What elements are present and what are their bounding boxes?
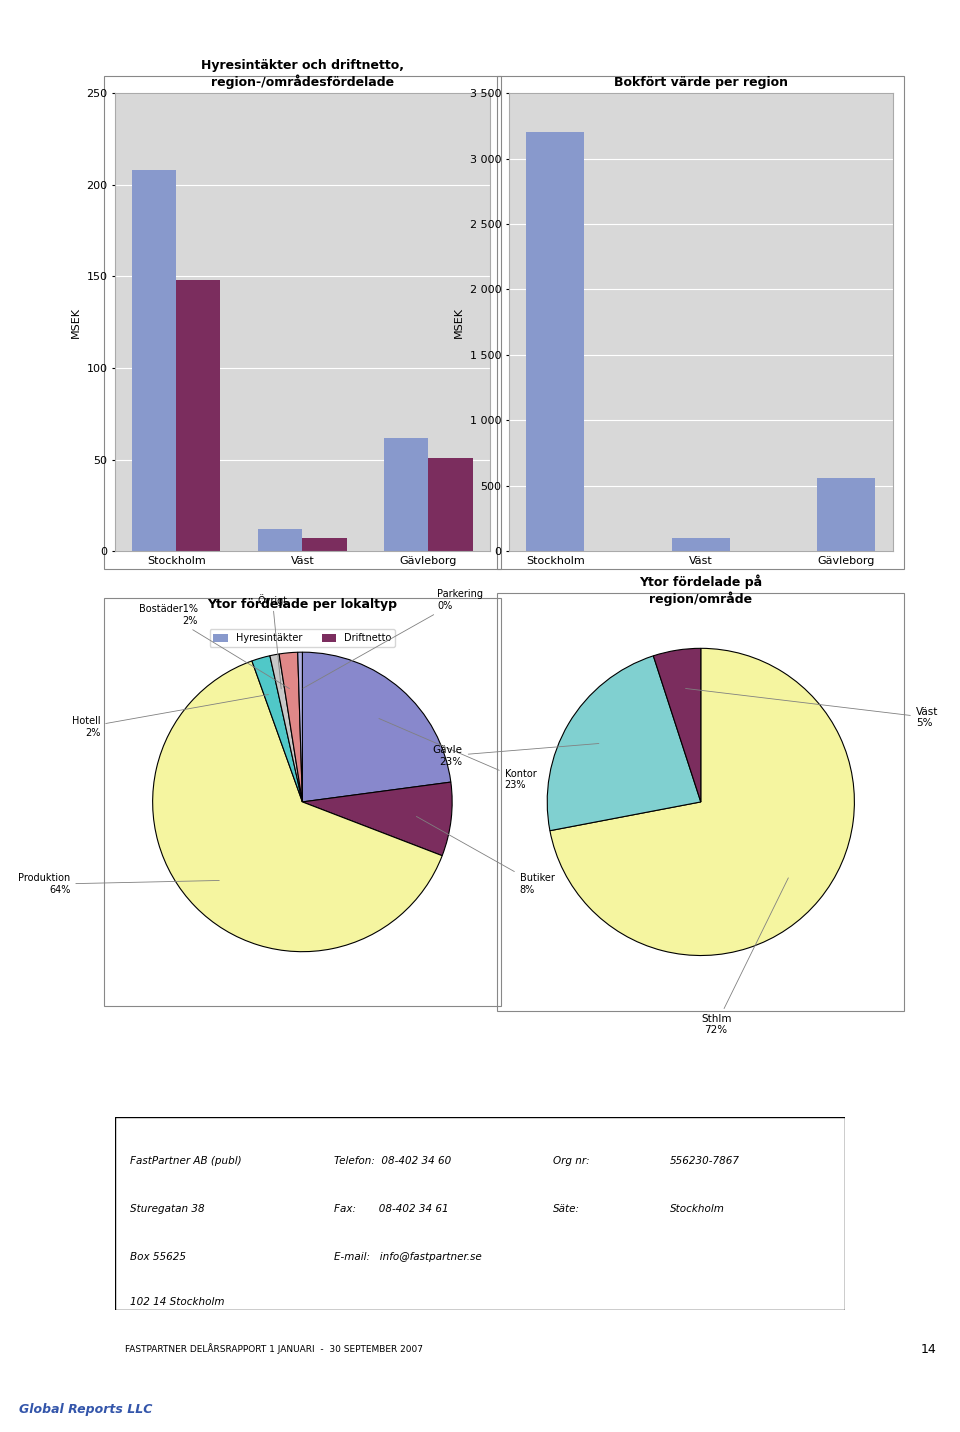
Text: Box 55625: Box 55625 <box>130 1252 186 1262</box>
Text: Parkering
0%: Parkering 0% <box>303 589 483 689</box>
Text: Gävle
23%: Gävle 23% <box>433 743 599 766</box>
Legend: Hyresintäkter, Driftnetto: Hyresintäkter, Driftnetto <box>209 630 396 647</box>
Bar <box>384 438 428 551</box>
Text: Bostäder1%
2%: Bostäder1% 2% <box>138 604 290 689</box>
Y-axis label: MSEK: MSEK <box>71 306 81 338</box>
Wedge shape <box>302 782 452 856</box>
Bar <box>302 538 347 551</box>
Text: FastPartner AB (publ): FastPartner AB (publ) <box>130 1156 241 1166</box>
Title: Bokfört värde per region: Bokfört värde per region <box>613 76 788 89</box>
Bar <box>428 458 472 551</box>
Text: Butiker
8%: Butiker 8% <box>417 816 555 895</box>
Y-axis label: MSEK: MSEK <box>454 306 464 338</box>
Title: Hyresintäkter och driftnetto,
region-/områdesfördelade: Hyresintäkter och driftnetto, region-/om… <box>201 59 404 89</box>
Bar <box>526 132 585 551</box>
Text: Säte:: Säte: <box>553 1204 580 1214</box>
Bar <box>817 478 876 551</box>
Text: Sturegatan 38: Sturegatan 38 <box>130 1204 204 1214</box>
Wedge shape <box>270 654 302 802</box>
Text: Hotell
2%: Hotell 2% <box>72 695 269 737</box>
Text: E-mail:   info@fastpartner.se: E-mail: info@fastpartner.se <box>334 1252 482 1262</box>
Text: Global Reports LLC: Global Reports LLC <box>19 1403 153 1416</box>
Wedge shape <box>153 662 443 952</box>
Text: FASTPARTNER DELÅRSRAPPORT 1 JANUARI  -  30 SEPTEMBER 2007: FASTPARTNER DELÅRSRAPPORT 1 JANUARI - 30… <box>125 1343 422 1355</box>
Bar <box>132 170 177 551</box>
Title: Ytor fördelade per lokaltyp: Ytor fördelade per lokaltyp <box>207 597 397 611</box>
Wedge shape <box>298 652 302 802</box>
Text: Telefon:  08-402 34 60: Telefon: 08-402 34 60 <box>334 1156 451 1166</box>
Text: Fax:       08-402 34 61: Fax: 08-402 34 61 <box>334 1204 448 1214</box>
Wedge shape <box>654 649 701 802</box>
Wedge shape <box>547 656 701 831</box>
Bar <box>258 530 302 551</box>
Wedge shape <box>550 649 854 955</box>
Title: Ytor fördelade på
region/område: Ytor fördelade på region/område <box>639 574 762 606</box>
Text: Stockholm: Stockholm <box>670 1204 725 1214</box>
Text: Övrigt: Övrigt <box>257 594 287 689</box>
Wedge shape <box>252 656 302 802</box>
Text: Kontor
23%: Kontor 23% <box>379 719 537 790</box>
Text: Sthlm
72%: Sthlm 72% <box>701 878 788 1035</box>
Bar <box>672 538 730 551</box>
Text: Org nr:: Org nr: <box>553 1156 589 1166</box>
Wedge shape <box>279 652 302 802</box>
Bar <box>177 281 221 551</box>
Text: Produktion
64%: Produktion 64% <box>18 874 219 895</box>
Wedge shape <box>302 652 451 802</box>
Text: 556230-7867: 556230-7867 <box>670 1156 740 1166</box>
Text: 14: 14 <box>921 1343 936 1356</box>
Text: 102 14 Stockholm: 102 14 Stockholm <box>130 1297 225 1307</box>
Text: Väst
5%: Väst 5% <box>685 689 938 729</box>
